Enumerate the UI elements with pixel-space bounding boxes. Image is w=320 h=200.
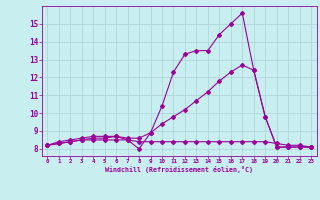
X-axis label: Windchill (Refroidissement éolien,°C): Windchill (Refroidissement éolien,°C): [105, 166, 253, 173]
